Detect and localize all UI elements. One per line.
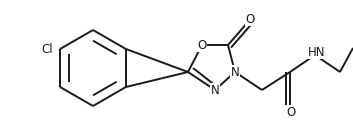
Text: N: N bbox=[231, 66, 239, 79]
Text: Cl: Cl bbox=[42, 43, 53, 56]
Text: N: N bbox=[211, 83, 219, 96]
Text: O: O bbox=[197, 38, 207, 51]
Text: HN: HN bbox=[308, 46, 326, 58]
Text: O: O bbox=[286, 106, 295, 119]
Text: O: O bbox=[245, 12, 255, 25]
